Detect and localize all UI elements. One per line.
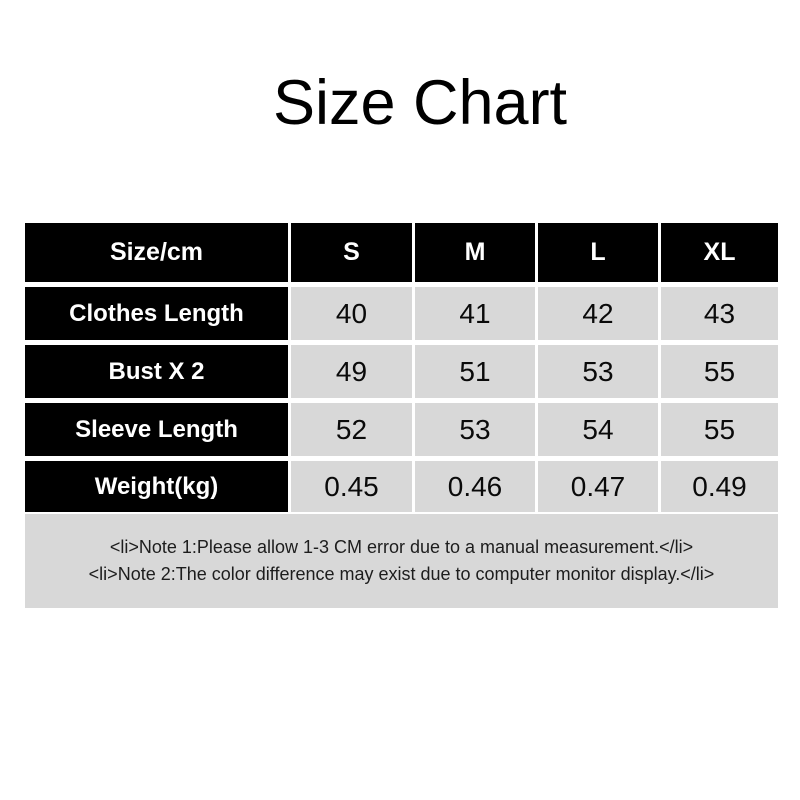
note-line-1: <li>Note 1:Please allow 1-3 CM error due… xyxy=(109,537,694,557)
value-cell-sleeve-length-l: 54 xyxy=(538,403,658,456)
value-cell-bust-l: 53 xyxy=(538,345,658,398)
value-cell-bust-s: 49 xyxy=(291,345,412,398)
header-cell-size-s: S xyxy=(291,223,412,282)
value-cell-weight-l: 0.47 xyxy=(538,461,658,512)
size-table: Size/cm S M L XL Clothes Length 40 41 42… xyxy=(25,223,778,512)
value-cell-clothes-length-l: 42 xyxy=(538,287,658,340)
value-cell-sleeve-length-m: 53 xyxy=(415,403,535,456)
value-cell-clothes-length-xl: 43 xyxy=(661,287,778,340)
row-label-bust: Bust X 2 xyxy=(25,345,288,398)
header-cell-size-m: M xyxy=(415,223,535,282)
notes-block: <li>Note 1:Please allow 1-3 CM error due… xyxy=(25,514,778,608)
value-cell-sleeve-length-s: 52 xyxy=(291,403,412,456)
row-label-clothes-length: Clothes Length xyxy=(25,287,288,340)
value-cell-weight-s: 0.45 xyxy=(291,461,412,512)
header-cell-size-unit: Size/cm xyxy=(25,223,288,282)
value-cell-weight-xl: 0.49 xyxy=(661,461,778,512)
page-title: Size Chart xyxy=(272,68,568,138)
header-cell-size-xl: XL xyxy=(661,223,778,282)
value-cell-sleeve-length-xl: 55 xyxy=(661,403,778,456)
note-line-2: <li>Note 2:The color difference may exis… xyxy=(88,564,715,584)
value-cell-weight-m: 0.46 xyxy=(415,461,535,512)
value-cell-clothes-length-m: 41 xyxy=(415,287,535,340)
value-cell-clothes-length-s: 40 xyxy=(291,287,412,340)
header-cell-size-l: L xyxy=(538,223,658,282)
row-label-weight: Weight(kg) xyxy=(25,461,288,512)
value-cell-bust-xl: 55 xyxy=(661,345,778,398)
row-label-sleeve-length: Sleeve Length xyxy=(25,403,288,456)
value-cell-bust-m: 51 xyxy=(415,345,535,398)
